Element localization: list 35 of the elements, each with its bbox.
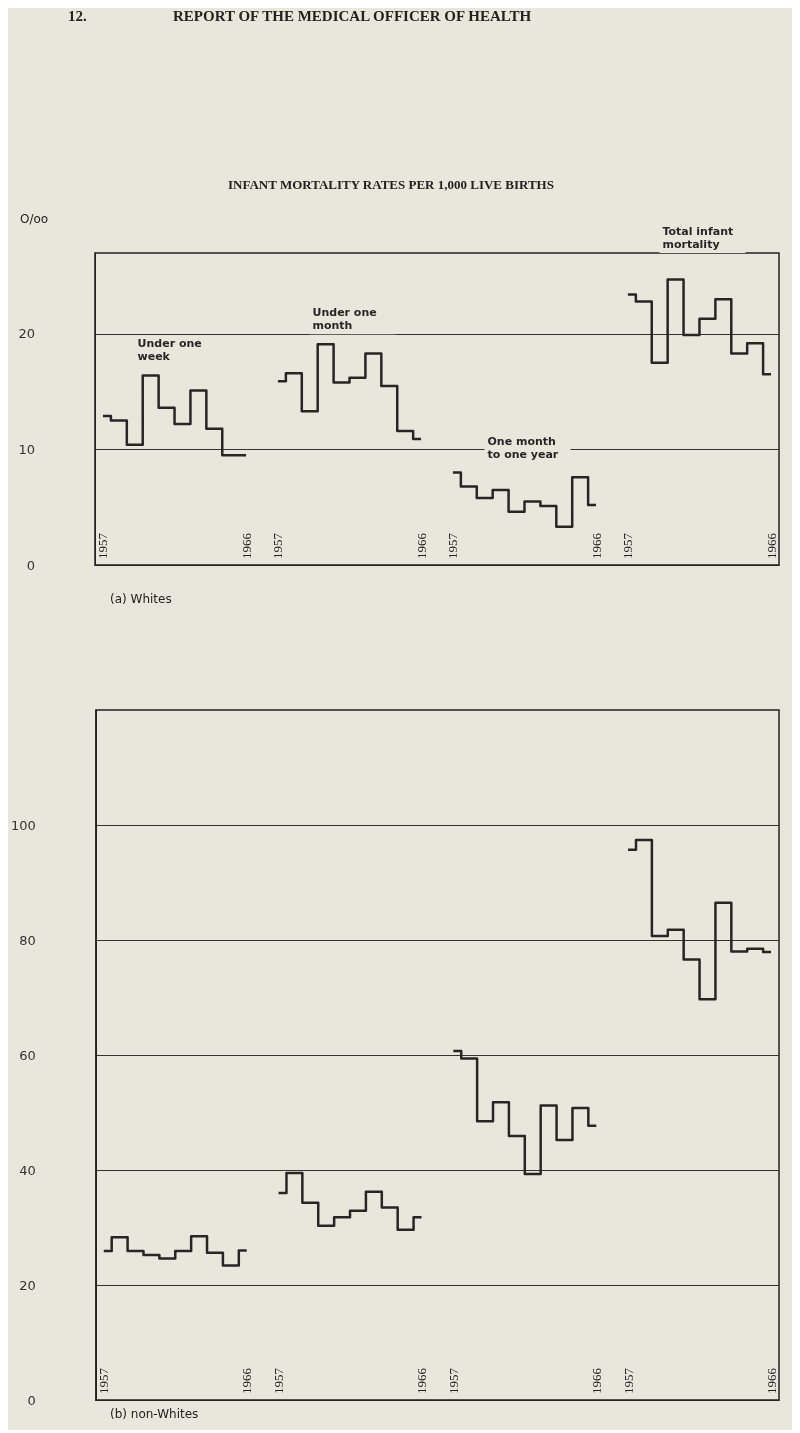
x-tick-label: 1966 xyxy=(763,532,779,559)
text: (b) non-Whites xyxy=(110,1407,199,1421)
y-tick-label: 0 xyxy=(26,557,35,573)
x-tick-label: 1966 xyxy=(588,532,604,559)
x-tick-label: 1957 xyxy=(96,1367,112,1394)
y-tick-label: 10 xyxy=(18,441,35,457)
y-tick-label: 0 xyxy=(27,1392,36,1408)
y-tick-label: 40 xyxy=(19,1162,36,1178)
x-tick-label: 1966 xyxy=(238,532,254,559)
series-label: Under one week xyxy=(137,337,206,364)
y-tick-label: 100 xyxy=(10,817,36,833)
x-tick-label: 1966 xyxy=(414,1367,430,1394)
series-label: Under one month xyxy=(312,306,381,333)
text: (a) Whites xyxy=(110,592,172,606)
y-tick-label: 20 xyxy=(19,1277,36,1293)
x-tick-label: 1966 xyxy=(239,1367,255,1394)
x-tick-label: 1957 xyxy=(445,532,461,559)
y-tick-label: 20 xyxy=(18,326,35,342)
series-label: One month to one year xyxy=(487,434,560,461)
chart-title: INFANT MORTALITY RATES PER 1,000 LIVE BIRTHS xyxy=(228,177,554,192)
x-tick-label: 1957 xyxy=(445,1367,461,1394)
text: Total infant mortality xyxy=(662,225,738,251)
text: 12. xyxy=(68,7,87,24)
y-axis-title: O/oo xyxy=(20,212,49,226)
x-tick-label: 1957 xyxy=(620,1367,636,1394)
x-tick-label: 1966 xyxy=(763,1367,779,1394)
y-tick-label: 60 xyxy=(19,1047,36,1063)
x-tick-label: 1957 xyxy=(270,532,286,559)
x-tick-label: 1966 xyxy=(413,532,429,559)
x-tick-label: 1957 xyxy=(271,1367,287,1394)
text: REPORT OF THE MEDICAL OFFICER OF HEALTH xyxy=(173,7,532,24)
x-tick-label: 1957 xyxy=(620,532,636,559)
x-tick-label: 1957 xyxy=(95,532,111,559)
x-tick-label: 1966 xyxy=(588,1367,604,1394)
y-tick-label: 80 xyxy=(19,932,36,948)
